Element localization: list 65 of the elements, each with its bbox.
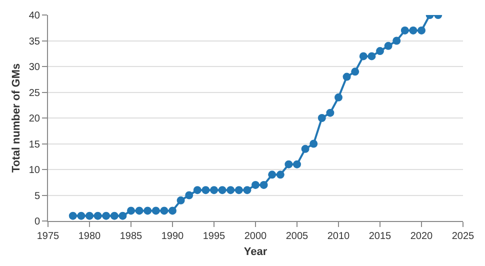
point (409, 26, 418, 34)
point (210, 186, 218, 194)
point (260, 180, 268, 189)
point (293, 160, 301, 168)
point (193, 186, 202, 194)
point (234, 186, 243, 194)
point (202, 186, 210, 194)
x-tick-label: 1990 (161, 231, 184, 242)
x-tick-label: 2010 (327, 231, 350, 242)
x-tick-label: 1975 (36, 231, 60, 242)
point (368, 52, 376, 60)
point (301, 144, 310, 153)
x-axis-title: Year (244, 246, 268, 258)
y-tick-label: 0 (34, 216, 40, 228)
point (152, 206, 160, 215)
y-axis-title: Total number of GMs (10, 63, 23, 173)
y-tick-label: 30 (28, 62, 40, 73)
point (318, 114, 326, 122)
point (144, 206, 152, 215)
x-tick-label: 2020 (410, 231, 434, 242)
point (334, 93, 342, 102)
point (418, 26, 426, 34)
y-tick-label: 10 (28, 165, 40, 176)
y-tick-label: 25 (28, 88, 40, 99)
point (252, 180, 260, 189)
x-tick-label: 1985 (120, 231, 143, 242)
y-tick-label: 35 (28, 36, 40, 48)
y-tick-label: 20 (28, 114, 40, 124)
point (94, 212, 102, 220)
point (68, 212, 77, 220)
point (268, 170, 276, 179)
point (160, 206, 168, 215)
point (384, 42, 392, 50)
point (310, 140, 318, 148)
x-tick-label: 2025 (452, 231, 475, 242)
point (127, 206, 135, 215)
point (176, 196, 185, 204)
x-tick-label: 2005 (286, 231, 309, 242)
point (135, 206, 144, 215)
point (110, 212, 118, 220)
x-tick-label: 2015 (368, 231, 392, 242)
point (342, 72, 351, 81)
point (276, 170, 284, 179)
point (102, 212, 110, 220)
point (326, 108, 334, 117)
point (351, 68, 360, 76)
point (376, 47, 384, 56)
x-tick-label: 1980 (78, 231, 102, 242)
point (400, 26, 409, 34)
x-tick-label: 1995 (202, 231, 226, 242)
y-tick-label: 15 (28, 139, 40, 150)
point (86, 212, 94, 220)
point (168, 206, 176, 215)
point (218, 186, 226, 194)
y-tick-label: 40 (28, 10, 40, 22)
point (284, 160, 293, 168)
point (392, 36, 401, 45)
point (243, 186, 252, 194)
point (359, 52, 368, 60)
point (226, 186, 235, 194)
y-tick-label: 5 (34, 190, 40, 202)
point (185, 191, 194, 200)
x-tick-label: 2000 (244, 231, 268, 242)
point (118, 212, 127, 220)
point (77, 212, 86, 220)
